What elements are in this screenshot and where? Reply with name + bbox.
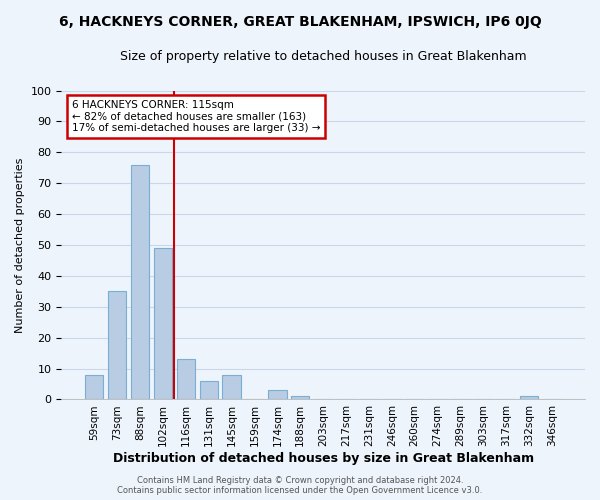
- Bar: [131, 164, 149, 400]
- X-axis label: Distribution of detached houses by size in Great Blakenham: Distribution of detached houses by size …: [113, 452, 534, 465]
- Bar: [223, 374, 241, 400]
- Text: 6, HACKNEYS CORNER, GREAT BLAKENHAM, IPSWICH, IP6 0JQ: 6, HACKNEYS CORNER, GREAT BLAKENHAM, IPS…: [59, 15, 541, 29]
- Bar: [108, 292, 126, 400]
- Bar: [200, 381, 218, 400]
- Title: Size of property relative to detached houses in Great Blakenham: Size of property relative to detached ho…: [120, 50, 526, 63]
- Text: 6 HACKNEYS CORNER: 115sqm
← 82% of detached houses are smaller (163)
17% of semi: 6 HACKNEYS CORNER: 115sqm ← 82% of detac…: [72, 100, 320, 133]
- Bar: [291, 396, 310, 400]
- Text: Contains HM Land Registry data © Crown copyright and database right 2024.
Contai: Contains HM Land Registry data © Crown c…: [118, 476, 482, 495]
- Bar: [268, 390, 287, 400]
- Y-axis label: Number of detached properties: Number of detached properties: [15, 158, 25, 332]
- Bar: [520, 396, 538, 400]
- Bar: [176, 360, 195, 400]
- Bar: [85, 374, 103, 400]
- Bar: [154, 248, 172, 400]
